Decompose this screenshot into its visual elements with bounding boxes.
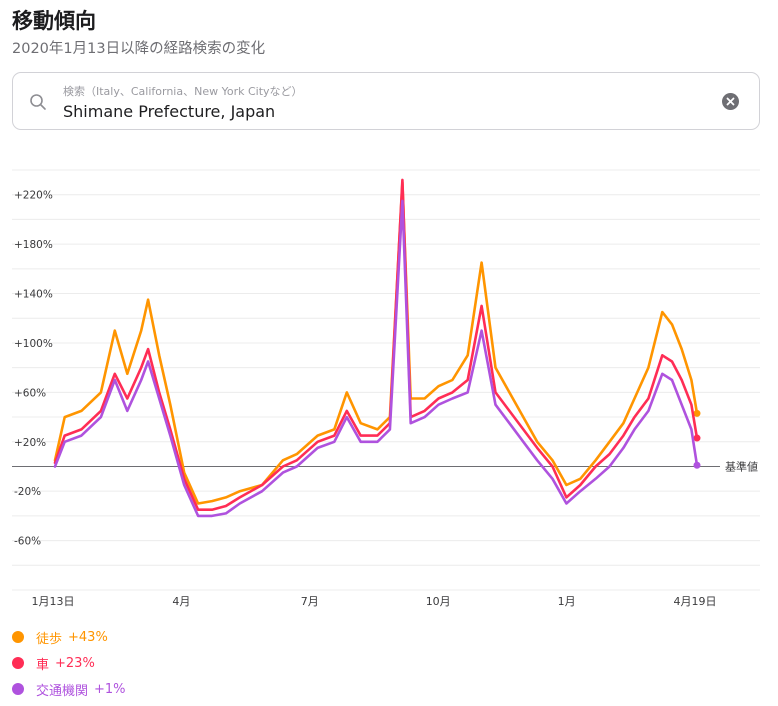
x-tick-label: 4月19日 bbox=[674, 595, 717, 608]
search-input[interactable]: Shimane Prefecture, Japan bbox=[63, 102, 276, 121]
legend-dot-walking bbox=[12, 631, 24, 643]
page-title: 移動傾向 bbox=[12, 9, 96, 33]
y-tick-label: +220% bbox=[14, 190, 53, 202]
series-line-2 bbox=[53, 199, 699, 518]
search-icon bbox=[30, 94, 46, 110]
y-tick-label: +60% bbox=[14, 387, 46, 399]
legend-dot-transit bbox=[12, 683, 24, 695]
series-line-1 bbox=[53, 178, 699, 512]
legend-item-driving[interactable]: 車 +23% bbox=[12, 650, 126, 676]
y-tick-label: +100% bbox=[14, 338, 53, 350]
series-end-marker-0 bbox=[693, 409, 701, 417]
x-tick-label: 4月 bbox=[172, 595, 190, 608]
series-layer bbox=[53, 178, 701, 518]
label-layer: 基準値 +220% +180% +140% +100% +60% +20% -20% -60% 1… bbox=[14, 190, 758, 608]
x-tick-label: 1月 bbox=[558, 595, 576, 608]
series-end-marker-2 bbox=[693, 461, 701, 469]
mobility-chart: 基準値 +220% +180% +140% +100% +60% +20% -20% -60% 1… bbox=[12, 169, 760, 608]
page-subtitle: 2020年1月13日以降の経路検索の変化 bbox=[12, 41, 266, 57]
legend-label-walking: 徒歩 bbox=[36, 631, 63, 647]
series-end-marker-1 bbox=[693, 434, 701, 442]
legend-value-driving: +23% bbox=[55, 655, 95, 671]
baseline-label: 基準値 bbox=[725, 459, 758, 473]
legend-dot-driving bbox=[12, 657, 24, 669]
y-tick-label: +180% bbox=[14, 239, 53, 251]
legend-item-transit[interactable]: 交通機関 +1% bbox=[12, 676, 126, 702]
y-tick-label: -60% bbox=[14, 536, 41, 548]
legend-value-walking: +43% bbox=[68, 629, 108, 645]
legend-label-transit: 交通機関 bbox=[36, 683, 89, 699]
legend-label-driving: 車 bbox=[36, 657, 50, 673]
y-tick-label: +140% bbox=[14, 289, 53, 301]
search-box[interactable]: 検索（Italy、California、New York Cityなど） Shi… bbox=[12, 72, 760, 130]
search-placeholder: 検索（Italy、California、New York Cityなど） bbox=[63, 85, 303, 98]
x-tick-label: 7月 bbox=[301, 595, 319, 608]
legend-item-walking[interactable]: 徒歩 +43% bbox=[12, 624, 126, 650]
legend-value-transit: +1% bbox=[94, 681, 126, 697]
x-tick-label: 1月13日 bbox=[32, 595, 75, 608]
grid-layer bbox=[12, 169, 760, 591]
x-tick-label: 10月 bbox=[426, 595, 451, 608]
y-tick-label: +20% bbox=[14, 437, 46, 449]
clear-icon[interactable] bbox=[722, 93, 739, 110]
y-tick-label: -20% bbox=[14, 486, 41, 498]
legend: 徒歩 +43% 車 +23% 交通機関 +1% bbox=[12, 624, 126, 702]
